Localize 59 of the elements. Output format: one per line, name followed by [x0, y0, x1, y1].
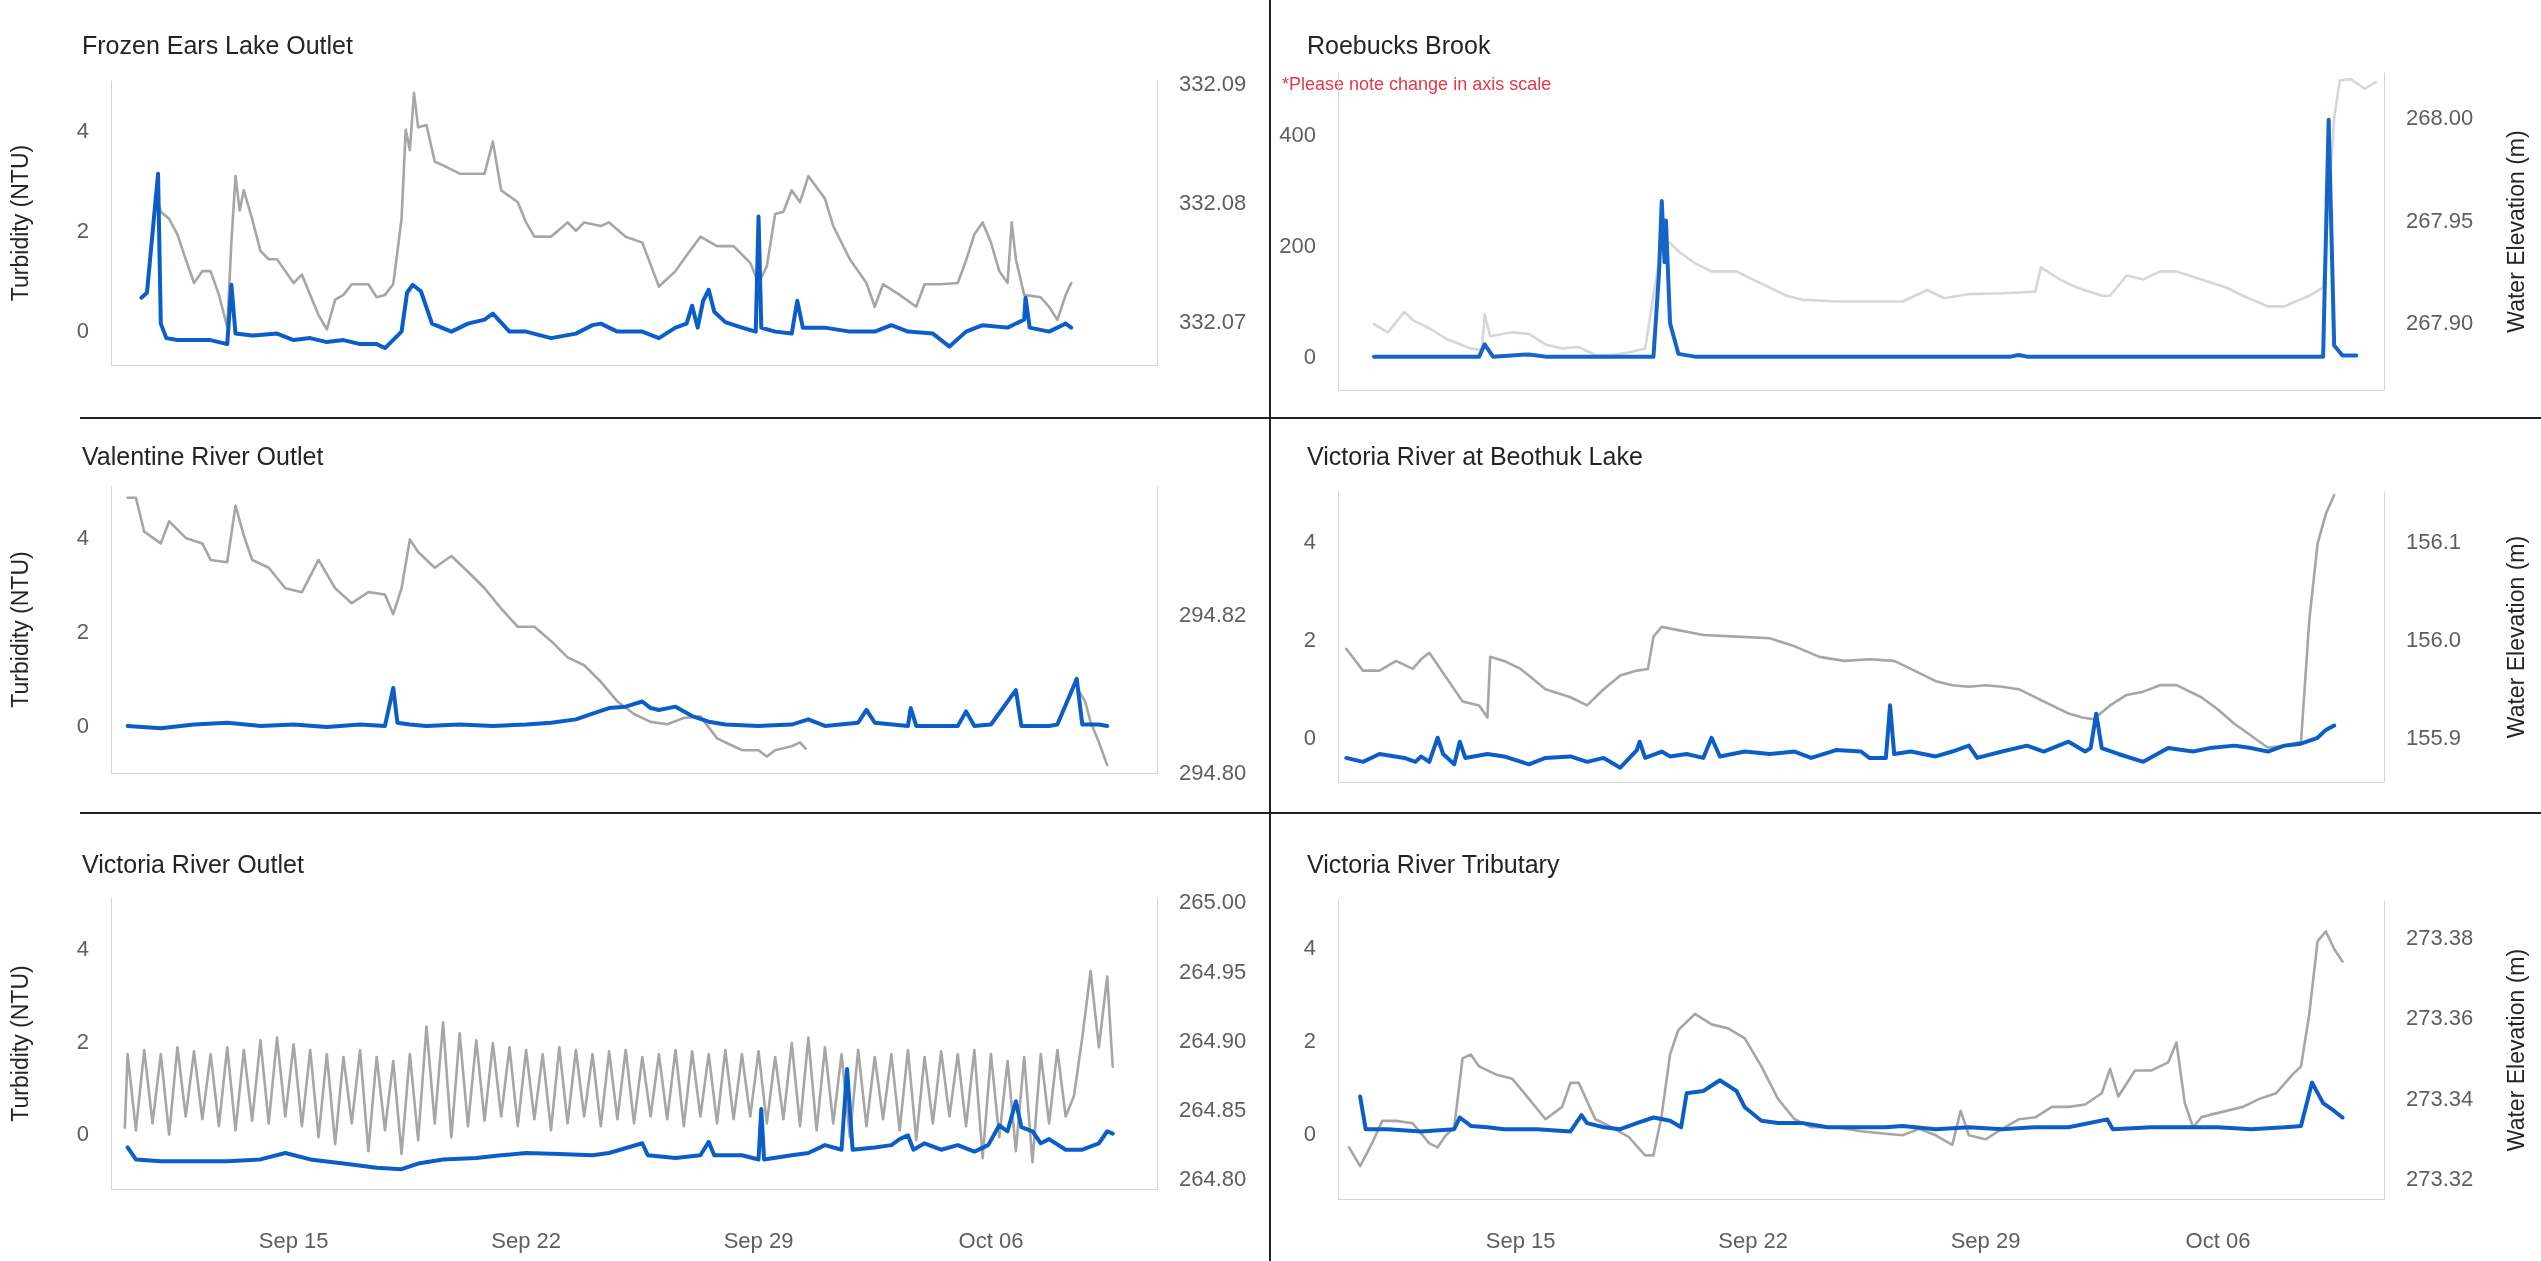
chart-title: Victoria River Tributary [1307, 849, 1560, 878]
y-tick-label: 4 [76, 118, 89, 144]
y-tick-label: 0 [76, 713, 89, 739]
chart-title: Frozen Ears Lake Outlet [82, 30, 354, 59]
y-tick-label: 4 [1303, 528, 1316, 554]
y2-tick-label: 264.80 [1179, 1166, 1247, 1192]
y2-axis-title: Water Elevation (m) [2502, 535, 2529, 739]
x-tick-label: Oct 06 [2185, 1227, 2251, 1253]
y2-tick-label: 294.80 [1179, 759, 1247, 785]
chart-title: Roebucks Brook [1307, 30, 1491, 59]
y2-tick-label: 264.95 [1179, 958, 1247, 984]
y2-tick-label: 265.00 [1179, 889, 1247, 915]
chart-title: Victoria River Outlet [82, 849, 304, 878]
y2-tick-label: 273.38 [2406, 925, 2474, 951]
y2-tick-label: 267.95 [2406, 207, 2474, 233]
x-tick-label: Sep 15 [1485, 1227, 1556, 1253]
chart-title: Victoria River at Beothuk Lake [1307, 441, 1643, 470]
y-tick-label: 200 [1279, 232, 1316, 258]
x-tick-label: Sep 15 [258, 1227, 329, 1253]
y2-tick-label: 332.07 [1179, 308, 1247, 334]
y2-tick-label: 332.08 [1179, 189, 1247, 215]
y2-tick-label: 155.9 [2406, 725, 2462, 751]
y-tick-label: 2 [76, 1028, 89, 1054]
y-axis-title: Turbidity (NTU) [6, 144, 33, 302]
y-tick-label: 4 [76, 936, 89, 962]
y2-tick-label: 273.36 [2406, 1005, 2474, 1031]
y-tick-label: 0 [76, 1121, 89, 1147]
y-tick-label: 0 [1303, 725, 1316, 751]
x-tick-label: Sep 22 [491, 1227, 561, 1253]
y2-tick-label: 268.00 [2406, 105, 2474, 131]
x-tick-label: Sep 22 [1718, 1227, 1788, 1253]
y-axis-title: Turbidity (NTU) [6, 551, 33, 708]
chart-title: Valentine River Outlet [82, 441, 324, 470]
y2-tick-label: 156.0 [2406, 626, 2462, 652]
x-tick-label: Oct 06 [958, 1227, 1024, 1253]
y-tick-label: 2 [1303, 1028, 1316, 1054]
y2-tick-label: 332.09 [1179, 70, 1247, 96]
y2-tick-label: 294.82 [1179, 602, 1247, 628]
y-tick-label: 400 [1279, 121, 1316, 147]
y-tick-label: 0 [1303, 344, 1316, 370]
y-tick-label: 2 [1303, 626, 1316, 652]
y-tick-label: 4 [76, 525, 89, 551]
y2-axis-title: Water Elevation (m) [2502, 130, 2529, 333]
y-tick-label: 0 [1303, 1121, 1316, 1147]
y2-tick-label: 264.90 [1179, 1027, 1247, 1053]
y2-tick-label: 273.32 [2406, 1165, 2474, 1191]
y2-tick-label: 273.34 [2406, 1085, 2474, 1111]
x-tick-label: Sep 29 [1950, 1227, 2021, 1253]
y2-tick-label: 267.90 [2406, 310, 2474, 336]
annotation: *Please note change in axis scale [1282, 74, 1552, 94]
y-tick-label: 2 [76, 619, 89, 645]
y-tick-label: 2 [76, 217, 89, 243]
y2-tick-label: 156.1 [2406, 528, 2462, 554]
x-tick-label: Sep 29 [723, 1227, 794, 1253]
y-tick-label: 0 [76, 317, 89, 343]
y-tick-label: 4 [1303, 935, 1316, 961]
y-axis-title: Turbidity (NTU) [6, 965, 33, 1122]
y2-axis-title: Water Elevation (m) [2502, 948, 2529, 1152]
y2-tick-label: 264.85 [1179, 1097, 1247, 1123]
